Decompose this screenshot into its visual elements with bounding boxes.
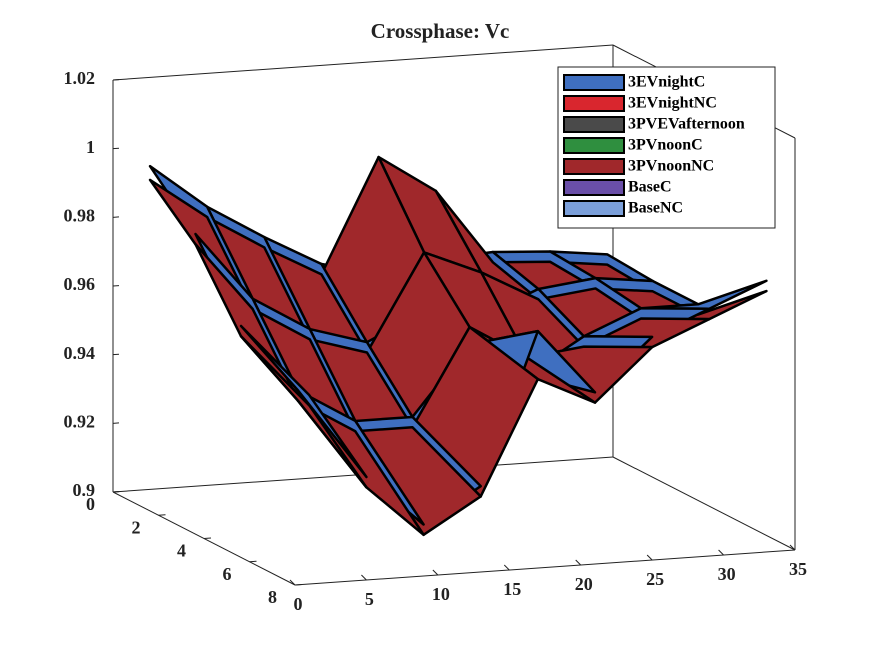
y-tick-label: 4 [177,541,186,561]
legend-label: 3PVnoonC [628,137,703,154]
legend-swatch [563,137,625,154]
y-tick-label: 2 [132,517,141,537]
legend-swatch [563,179,625,196]
x-tick-label: 20 [575,574,593,594]
legend-label: BaseNC [628,200,683,217]
legend-label: 3PVEVafternoon [628,116,745,133]
legend-swatch [563,116,625,133]
y-tick-label: 8 [268,587,277,607]
x-tick [432,569,439,576]
y-tick [112,491,121,493]
legend-swatch [563,158,625,175]
y-tick-label: 0 [86,494,95,514]
box-edge [112,44,614,81]
legend-label: 3EVnightNC [628,95,717,112]
x-tick [575,559,582,566]
x-axis [294,549,796,586]
legend-label: 3EVnightC [628,74,705,91]
chart-title: Crossphase: Vc [371,19,510,43]
surface-patch [239,324,368,479]
legend-swatch [563,95,625,112]
x-tick-label: 0 [294,594,303,614]
y-tick [249,560,257,563]
x-tick-label: 15 [503,579,521,599]
z-tick-label: 0.94 [64,343,96,363]
x-tick [289,579,296,586]
legend-label: BaseC [628,179,672,196]
legend-label: 3PVnoonNC [628,158,714,175]
z-tick-label: 0.98 [64,205,96,225]
z-tick-label: 1 [86,137,95,157]
x-tick-label: 30 [718,564,736,584]
x-tick [718,549,724,556]
y-tick [294,584,303,586]
surface-patch [239,335,368,489]
x-tick [361,574,367,581]
y-tick [158,514,166,516]
x-tick [789,544,796,551]
box-edge [612,456,796,551]
z-tick-label: 0.9 [73,480,96,500]
x-tick-label: 25 [646,569,664,589]
legend-swatch [563,200,625,217]
x-tick [503,564,510,571]
y-tick [203,537,212,539]
x-tick-label: 5 [365,589,374,609]
z-tick-label: 0.96 [64,274,96,294]
x-tick-label: 35 [789,559,807,579]
y-tick-label: 6 [223,564,232,584]
x-tick-label: 10 [432,584,450,604]
z-tick-label: 1.02 [64,68,96,88]
z-tick-label: 0.92 [64,411,96,431]
x-tick [646,554,653,561]
legend-swatch [563,74,625,91]
